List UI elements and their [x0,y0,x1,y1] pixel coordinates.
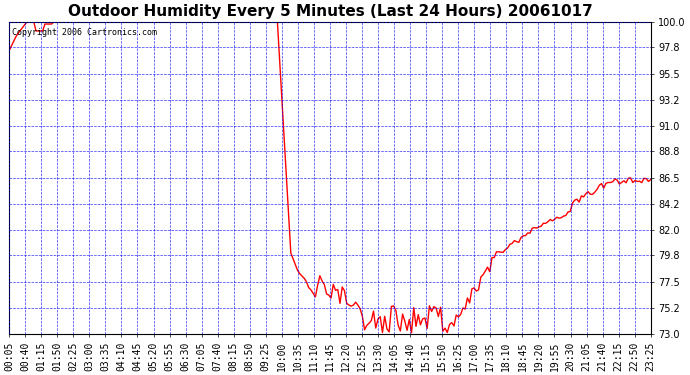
Title: Outdoor Humidity Every 5 Minutes (Last 24 Hours) 20061017: Outdoor Humidity Every 5 Minutes (Last 2… [68,4,592,19]
Text: Copyright 2006 Cartronics.com: Copyright 2006 Cartronics.com [12,28,157,37]
